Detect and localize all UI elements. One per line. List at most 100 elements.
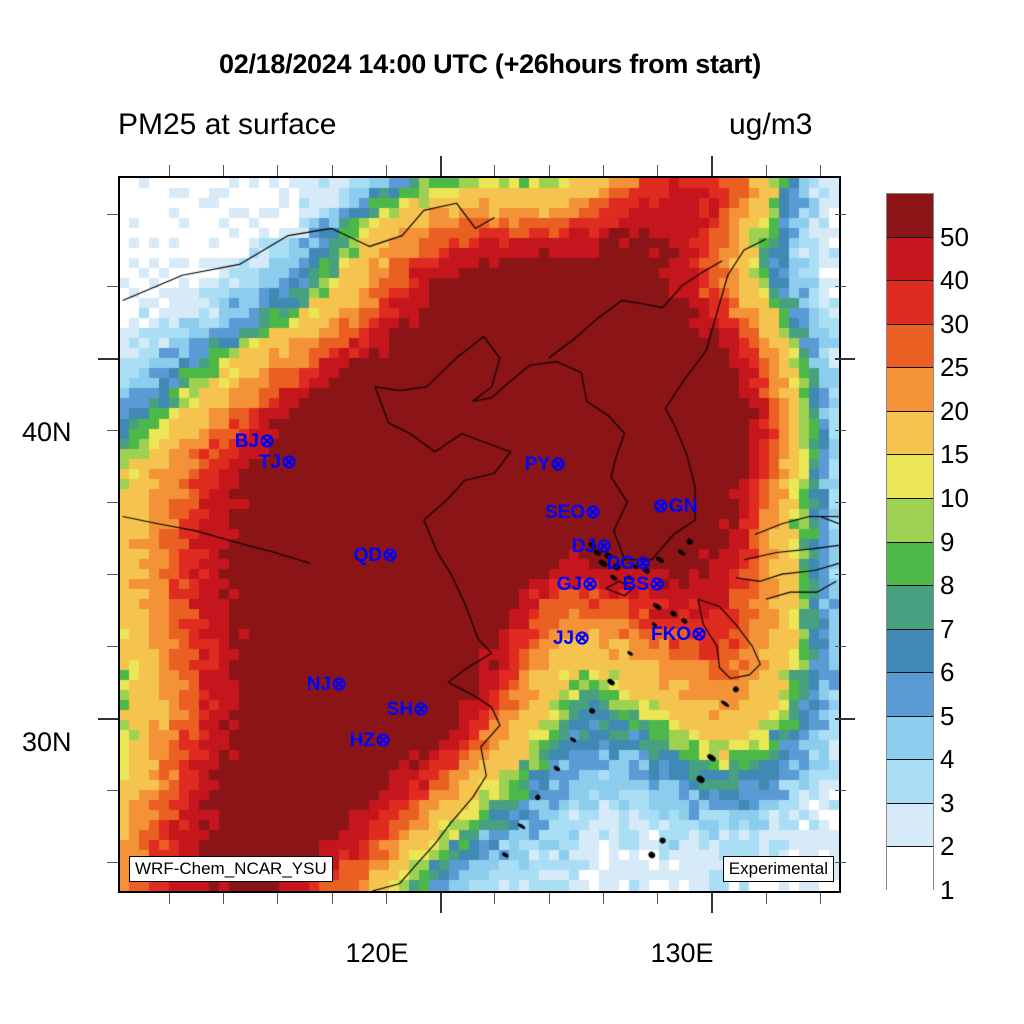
experimental-stamp: Experimental bbox=[722, 856, 834, 882]
variable-label: PM25 at surface bbox=[118, 108, 337, 141]
colorbar-band bbox=[887, 281, 933, 325]
y-axis-tick bbox=[107, 790, 118, 792]
city-marker-gj: GJ⊗ bbox=[557, 575, 598, 594]
x-axis-tick-top bbox=[331, 165, 333, 176]
city-cross-icon: ⊗ bbox=[574, 628, 590, 649]
city-label: FKO bbox=[650, 624, 692, 645]
colorbar-tick-label: 6 bbox=[940, 657, 955, 688]
y-axis-tick bbox=[98, 358, 118, 360]
colorbar-tick-label: 1 bbox=[940, 875, 955, 905]
x-axis-tick bbox=[440, 893, 442, 913]
city-cross-icon: ⊗ bbox=[413, 699, 429, 720]
city-marker-sh: SH⊗ bbox=[387, 700, 429, 719]
x-axis-tick bbox=[711, 893, 713, 913]
y-axis-tick-right bbox=[835, 718, 855, 720]
city-marker-hz: HZ⊗ bbox=[350, 731, 391, 750]
x-axis-tick-top bbox=[168, 165, 170, 176]
city-marker-nj: NJ⊗ bbox=[307, 675, 347, 694]
x-axis-tick bbox=[168, 893, 170, 904]
city-cross-icon: ⊗ bbox=[331, 674, 347, 695]
x-axis-tick-top bbox=[223, 165, 225, 176]
colorbar-tick-label: 4 bbox=[940, 744, 955, 775]
model-stamp: WRF-Chem_NCAR_YSU bbox=[129, 856, 333, 882]
colorbar-tick-label: 50 bbox=[940, 221, 969, 252]
colorbar-band bbox=[887, 760, 933, 804]
colorbar-band bbox=[887, 194, 933, 238]
y-axis-tick-right bbox=[835, 286, 846, 288]
colorbar-band bbox=[887, 455, 933, 499]
city-label: GN bbox=[668, 496, 698, 517]
colorbar-band bbox=[887, 629, 933, 674]
city-marker-gn: ⊗GN bbox=[653, 497, 697, 516]
x-axis-tick bbox=[765, 893, 767, 904]
colorbar-tick-label: 7 bbox=[940, 613, 955, 644]
city-cross-icon: ⊗ bbox=[585, 502, 601, 523]
x-axis-tick-top bbox=[765, 165, 767, 176]
city-marker-jj: JJ⊗ bbox=[553, 629, 590, 648]
city-label: TJ bbox=[258, 452, 282, 473]
city-cross-icon: ⊗ bbox=[653, 496, 669, 517]
city-label: JJ bbox=[552, 628, 575, 649]
page-title: 02/18/2024 14:00 UTC (+26hours from star… bbox=[219, 49, 761, 79]
colorbar-tick-label: 2 bbox=[940, 831, 955, 862]
y-axis-tick-right bbox=[835, 574, 846, 576]
x-axis-tick-top bbox=[657, 165, 659, 176]
x-axis-tick-top bbox=[548, 165, 550, 176]
city-cross-icon: ⊗ bbox=[635, 553, 651, 574]
y-axis-tick-right bbox=[835, 358, 855, 360]
y-axis-tick bbox=[98, 718, 118, 720]
colorbar-band bbox=[887, 716, 933, 761]
colorbar-labels: 50 40 30 25 20 15 10 9 8 7 6 5 4 3 2 1 bbox=[940, 193, 1000, 903]
y-axis-tick-right bbox=[835, 646, 846, 648]
city-label: PY bbox=[524, 454, 551, 475]
city-cross-icon: ⊗ bbox=[281, 452, 297, 473]
map-panel: BJ⊗ TJ⊗ QD⊗ NJ⊗ SH⊗ HZ⊗ PY⊗ SEO⊗ ⊗GN DJ⊗ DG⊗ GJ⊗ BS⊗… bbox=[98, 156, 855, 913]
city-marker-fko: FKO⊗ bbox=[651, 625, 707, 644]
city-marker-seo: SEO⊗ bbox=[545, 503, 601, 522]
y-axis-tick bbox=[107, 862, 118, 864]
x-axis-tick bbox=[331, 893, 333, 904]
colorbar-tick-label: 25 bbox=[940, 352, 969, 383]
city-cross-icon: ⊗ bbox=[259, 431, 275, 452]
city-marker-bj: BJ⊗ bbox=[235, 432, 275, 451]
map-frame: BJ⊗ TJ⊗ QD⊗ NJ⊗ SH⊗ HZ⊗ PY⊗ SEO⊗ ⊗GN DJ⊗ DG⊗ GJ⊗ BS⊗… bbox=[118, 176, 841, 893]
x-axis-label: 130E bbox=[650, 938, 714, 968]
colorbar-band bbox=[887, 803, 933, 848]
city-label: SH bbox=[386, 699, 414, 720]
colorbar-tick-label: 8 bbox=[940, 570, 955, 601]
colorbar-tick-label: 20 bbox=[940, 395, 969, 426]
city-marker-py: PY⊗ bbox=[525, 455, 566, 474]
colorbar-tick-label: 9 bbox=[940, 526, 955, 557]
colorbar-band bbox=[887, 586, 933, 630]
colorbar-tick-label: 5 bbox=[940, 700, 955, 731]
y-axis-tick-right bbox=[835, 790, 846, 792]
colorbar-band bbox=[887, 324, 933, 369]
x-axis-tick bbox=[385, 893, 387, 904]
colorbar-tick-label: 15 bbox=[940, 439, 969, 470]
x-axis-tick bbox=[494, 893, 496, 904]
x-axis-tick bbox=[657, 893, 659, 904]
city-label: DJ bbox=[571, 536, 597, 557]
x-axis-tick-top bbox=[711, 156, 713, 176]
city-label: DG bbox=[606, 553, 636, 574]
city-marker-bs: BS⊗ bbox=[623, 575, 665, 594]
x-axis-tick bbox=[602, 893, 604, 904]
city-label: BS bbox=[622, 574, 650, 595]
colorbar-band bbox=[887, 847, 933, 891]
city-label: HZ bbox=[349, 730, 376, 751]
x-axis-tick bbox=[223, 893, 225, 904]
y-axis-label: 30N bbox=[22, 727, 72, 757]
city-marker-dj: DJ⊗ bbox=[572, 537, 612, 556]
city-cross-icon: ⊗ bbox=[375, 730, 391, 751]
city-label: NJ bbox=[306, 674, 332, 695]
y-axis-tick-right bbox=[835, 430, 846, 432]
colorbar-band bbox=[887, 368, 933, 412]
city-label: QD bbox=[353, 545, 383, 566]
y-axis-tick-right bbox=[835, 502, 846, 504]
x-axis-tick-top bbox=[440, 156, 442, 176]
colorbar-tick-label: 3 bbox=[940, 787, 955, 818]
y-axis-tick-right bbox=[835, 862, 846, 864]
city-label: GJ bbox=[556, 574, 583, 595]
city-cross-icon: ⊗ bbox=[691, 624, 707, 645]
city-marker-dg: DG⊗ bbox=[607, 554, 651, 573]
